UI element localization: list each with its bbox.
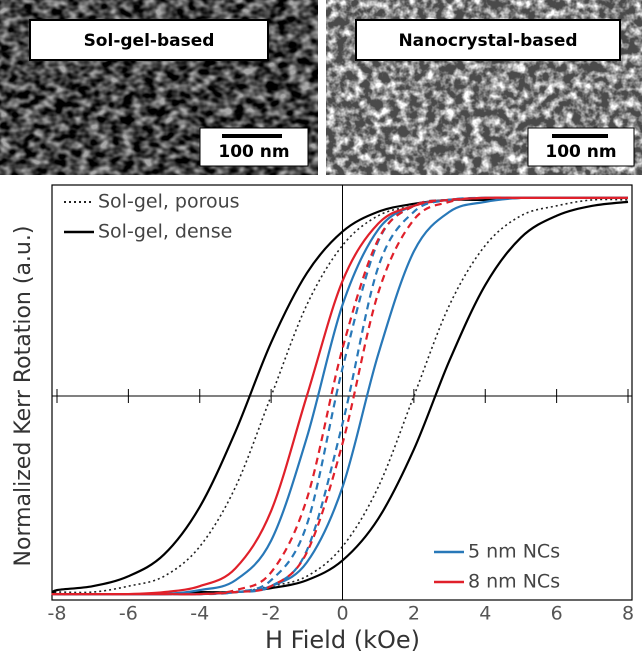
sem-image-left: Sol-gel-based 100 nm [0,0,318,175]
x-axis-label: H Field (kOe) [265,626,420,654]
x-tick-label: 8 [622,603,634,625]
x-tick-label: 6 [551,603,563,625]
x-tick-label: -8 [48,603,67,625]
scale-bar-label: 100 nm [218,142,289,162]
x-tick-label: 4 [479,603,491,625]
x-tick-label: -2 [262,603,281,625]
hysteresis-loop [51,196,628,596]
x-tick-label: 2 [408,603,420,625]
y-axis-label: Normalized Kerr Rotation (a.u.) [11,226,36,567]
x-tick-label: -6 [119,603,138,625]
legend-label: 8 nm NCs [468,571,560,593]
x-tick-label: -4 [190,603,209,625]
image-label: Sol-gel-based [84,31,215,51]
hysteresis-loop [51,196,628,596]
x-tick-label: 0 [336,603,348,625]
image-label: Nanocrystal-based [398,31,577,51]
scale-bar-label: 100 nm [545,142,616,162]
sem-image-right: Nanocrystal-based 100 nm [326,0,642,175]
chart: -8 -6 -4 -2 0 2 4 6 8 H Field (kOe) Normalized Ker… [11,184,634,654]
legend-label: 5 nm NCs [468,541,560,563]
legend-label: Sol-gel, porous [98,191,240,213]
legend-label: Sol-gel, dense [98,221,232,243]
